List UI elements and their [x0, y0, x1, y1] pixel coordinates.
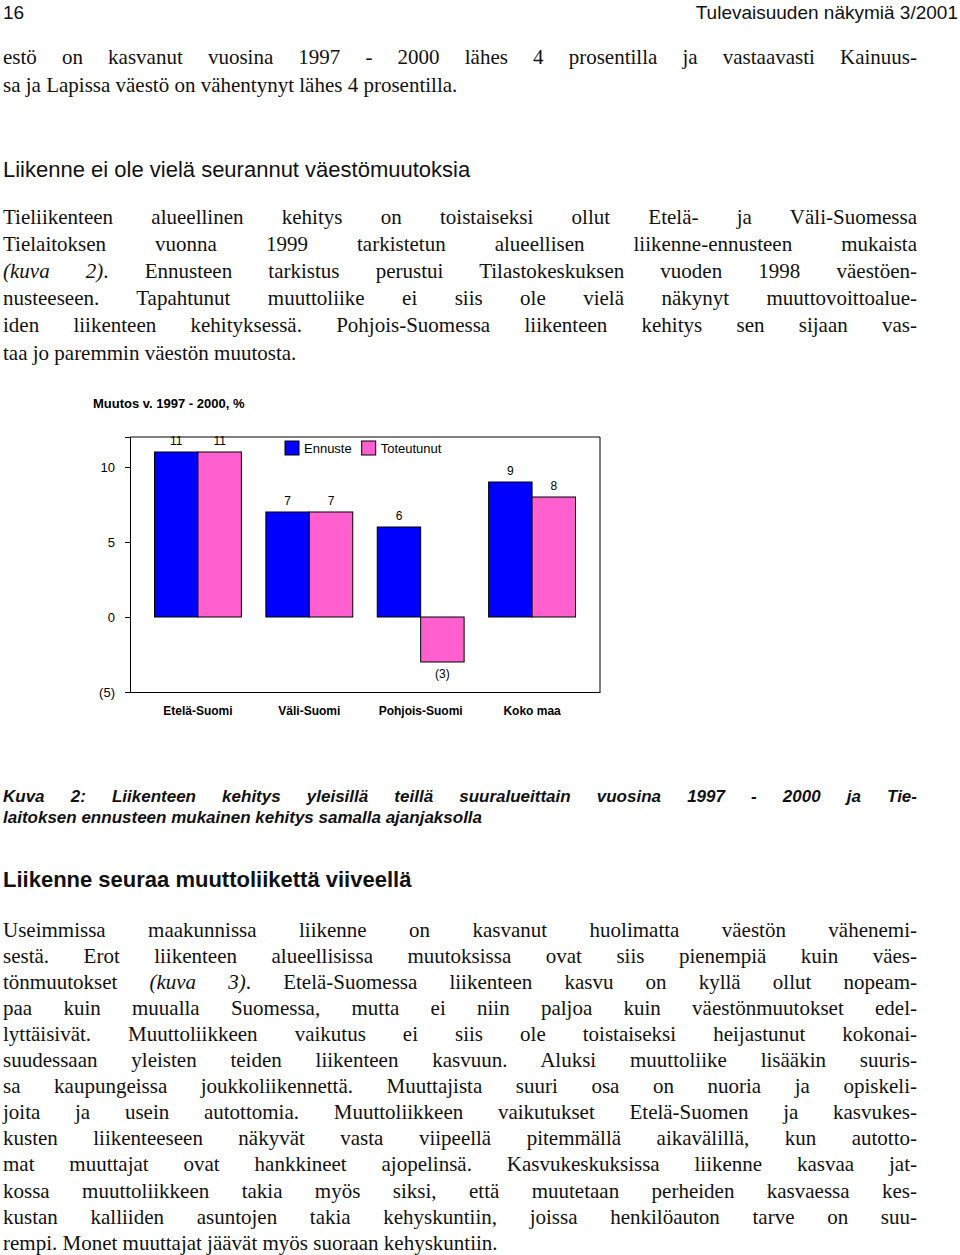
text-line: paa kuin muualla Suomessa, mutta ei niin… [3, 995, 917, 1022]
text-line: tönmuutokset (kuva 3). Etelä-Suomessa li… [3, 969, 917, 996]
bar [489, 482, 532, 617]
legend-swatch [285, 441, 299, 455]
text-line: lyttäisivät. Muuttoliikkeen vaikutus ei … [3, 1021, 917, 1048]
bar [421, 617, 464, 662]
bars [155, 452, 576, 662]
text-line: estö on kasvanut vuosina 1997 - 2000 läh… [3, 44, 917, 71]
text-line: iden liikenteen kehityksessä. Pohjois-Su… [3, 312, 917, 339]
data-label: 11 [213, 434, 226, 448]
x-tick-label: Koko maa [503, 704, 561, 718]
bar [309, 512, 352, 617]
legend-label: Toteutunut [381, 441, 442, 456]
italic-run: (kuva 3) [149, 970, 245, 994]
y-tick-label: 5 [108, 535, 115, 550]
text-line: sa kaupungeissa joukkoliikennettä. Muutt… [3, 1073, 917, 1100]
text-line: Tieliikenteen alueellinen kehitys on toi… [3, 204, 917, 231]
x-axis-line [131, 692, 601, 693]
text-line: nusteeseen. Tapahtunut muuttoliike ei si… [3, 285, 917, 312]
text-line: (kuva 2). Ennusteen tarkistus perustui T… [3, 258, 917, 285]
subheading: Liikenne seuraa muuttoliikettä viiveellä [3, 865, 917, 895]
y-tick: 10 [101, 460, 130, 475]
text-line: Tielaitoksen vuonna 1999 tarkistetun alu… [3, 231, 917, 258]
legend-swatch [362, 441, 376, 455]
y-tick-mark [125, 542, 130, 543]
bar [266, 512, 309, 617]
text-line: kusten liikenteeseen näkyvät vasta viipe… [3, 1125, 917, 1152]
italic-run: (kuva 2) [3, 259, 103, 283]
x-tick: Väli-Suomi [278, 704, 340, 718]
y-tick: (5) [99, 685, 130, 700]
chart-title: Muutos v. 1997 - 2000, % [93, 396, 245, 411]
heading: Liikenne ei ole vielä seurannut väestömu… [3, 155, 917, 185]
x-axis: Etelä-Suomi Väli-Suomi Pohjois-Suomi Koko m… [131, 693, 601, 718]
data-label: 9 [507, 464, 514, 478]
x-tick: Etelä-Suomi [163, 704, 232, 718]
y-tick-mark [125, 692, 130, 693]
data-label: (3) [435, 667, 450, 681]
caption-line: Kuva 2: Liikenteen kehitys yleisillä tei… [3, 786, 917, 807]
bar [377, 527, 420, 617]
x-tick: Koko maa [503, 704, 561, 718]
y-tick-label: 0 [108, 610, 115, 625]
text-run: . Etelä-Suomessa liikenteen kasvu on kyl… [246, 970, 917, 994]
y-tick-label: (5) [99, 685, 115, 700]
legend-label: Ennuste [304, 441, 352, 456]
text-run: . Ennusteen tarkistus perustui Tilastoke… [103, 259, 917, 283]
text-line: joita ja usein autottomia. Muuttoliikkee… [3, 1099, 917, 1126]
text-line: kossa muuttoliikkeen takia myös siksi, e… [3, 1178, 917, 1205]
text-line: taa jo paremmin väestön muutosta. [3, 340, 917, 367]
text-line: suudessaan yleisten teiden liikenteen ka… [3, 1047, 917, 1074]
legend: Ennuste Toteutunut [285, 441, 442, 456]
page-number: 16 [3, 2, 24, 24]
plot-frame [130, 437, 600, 692]
text-run: tönmuutokset [3, 970, 149, 994]
text-line: mat muuttajat ovat hankkineet ajopelinsä… [3, 1151, 917, 1178]
text-line: Useimmissa maakunnissa liikenne on kasva… [3, 917, 917, 944]
x-tick-label: Etelä-Suomi [163, 704, 232, 718]
y-tick-label: 10 [101, 460, 115, 475]
y-axis-line [125, 438, 131, 693]
y-tick: 5 [108, 535, 130, 550]
text-line: rempi. Monet muuttajat jäävät myös suora… [3, 1230, 917, 1255]
data-label: 7 [284, 494, 291, 508]
bar [532, 497, 575, 617]
y-tick-mark [125, 467, 130, 468]
bar [198, 452, 241, 617]
page: 16 Tulevaisuuden näkymiä 3/2001 estö on ka… [0, 0, 960, 1255]
data-label: 6 [396, 509, 403, 523]
x-tick-label: Pohjois-Suomi [379, 704, 463, 718]
y-tick: 0 [108, 610, 130, 625]
data-label: 7 [328, 494, 335, 508]
text-line: sestä. Erot liikenteen alueellisissa muu… [3, 943, 917, 970]
y-axis: (5) 0 5 10 [99, 438, 130, 700]
chart: Muutos v. 1997 - 2000, % 11 7 6 9 11 7 (3) 8 (5) 0… [0, 0, 960, 1255]
text-line: kustan kalliiden asuntojen takia kehysku… [3, 1204, 917, 1231]
bar [155, 452, 198, 617]
data-labels: 11 7 6 9 11 7 (3) 8 [170, 434, 557, 681]
y-tick-mark [125, 617, 130, 618]
data-label: 8 [550, 479, 557, 493]
caption-line: laitoksen ennusteen mukainen kehitys sam… [3, 807, 917, 828]
text-line: sa ja Lapissa väestö on vähentynyt lähes… [3, 72, 917, 99]
x-tick: Pohjois-Suomi [379, 704, 463, 718]
x-tick-label: Väli-Suomi [278, 704, 340, 718]
data-label: 11 [170, 434, 183, 448]
publication-title: Tulevaisuuden näkymiä 3/2001 [696, 2, 958, 24]
